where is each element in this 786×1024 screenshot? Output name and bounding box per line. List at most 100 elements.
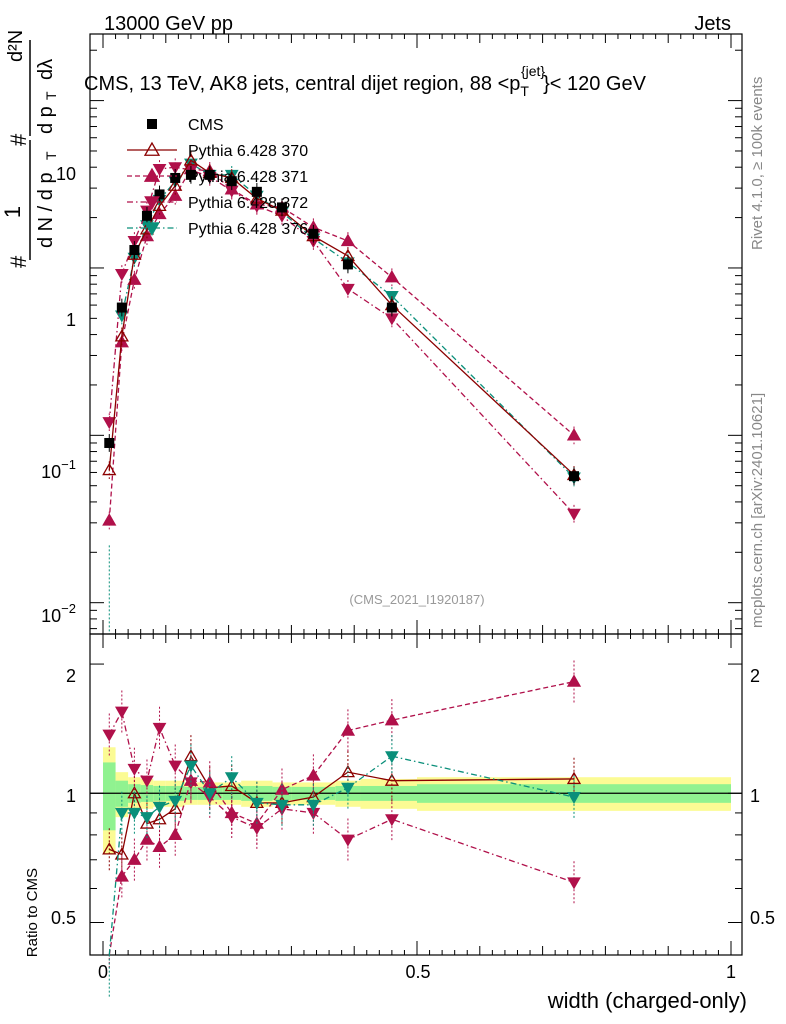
data-point bbox=[342, 259, 353, 270]
mcplots-label: mcplots.cern.ch [arXiv:2401.10621] bbox=[749, 393, 766, 628]
ratio-point bbox=[127, 807, 142, 820]
ratio-point bbox=[152, 811, 167, 825]
ratio-point bbox=[385, 814, 399, 827]
data-point bbox=[154, 189, 165, 200]
data-point bbox=[308, 228, 319, 239]
series-pythia-6-428-371 bbox=[102, 160, 582, 530]
data-point bbox=[104, 437, 115, 448]
ratio-point bbox=[114, 706, 129, 719]
svg-text:T: T bbox=[43, 151, 59, 160]
legend-label: Pythia 6.428 372 bbox=[188, 195, 308, 212]
data-point bbox=[226, 176, 237, 187]
svg-text:d N / d p: d N / d p bbox=[35, 172, 57, 248]
ratio-point bbox=[224, 778, 239, 792]
data-point bbox=[340, 233, 356, 247]
data-point bbox=[276, 202, 287, 213]
data-point bbox=[386, 302, 397, 313]
ratio-point bbox=[114, 847, 129, 860]
ratio-line bbox=[108, 681, 575, 956]
ratio-point bbox=[249, 823, 264, 836]
ratio-point bbox=[168, 760, 183, 773]
legend-label: Pythia 6.428 370 bbox=[188, 143, 308, 160]
ratio-point bbox=[152, 839, 167, 853]
ratio-ytick-label-2-right: 2 bbox=[750, 666, 760, 686]
legend-marker bbox=[147, 119, 157, 129]
legend: CMS Pythia 6.428 370 Pythia 6.428 371 Pythi… bbox=[127, 117, 308, 238]
ytick-label-0.01: 10−2 bbox=[41, 601, 76, 626]
data-point bbox=[185, 169, 196, 180]
ratio-series-pythia-6-428-371 bbox=[108, 660, 582, 968]
ratio-point bbox=[114, 869, 129, 882]
xtick-label-0.5: 0.5 bbox=[405, 962, 430, 982]
ratio-panel-data bbox=[102, 660, 582, 997]
data-point bbox=[341, 283, 355, 296]
legend-label: Pythia 6.428 376 bbox=[188, 221, 308, 238]
ratio-point bbox=[168, 795, 183, 808]
ratio-panel-axes bbox=[89, 633, 743, 956]
rivet-label: Rivet 4.1.0, ≥ 100k events bbox=[749, 77, 766, 250]
ratio-point bbox=[102, 842, 117, 855]
data-point bbox=[204, 169, 215, 180]
ratio-point bbox=[384, 773, 400, 786]
series-pythia-6-428-370 bbox=[102, 151, 582, 484]
ratio-point bbox=[340, 764, 356, 778]
series-line bbox=[108, 168, 575, 521]
data-point bbox=[141, 210, 152, 221]
data-point bbox=[384, 269, 400, 283]
ratio-point bbox=[384, 712, 400, 726]
x-axis-label: width (charged-only) bbox=[547, 988, 747, 1013]
ratio-point bbox=[224, 772, 239, 785]
ratio-point bbox=[275, 799, 289, 812]
ytick-label-0.1: 10−1 bbox=[41, 457, 76, 482]
data-point bbox=[152, 164, 167, 177]
top-panel-y-tick-labels: 10−2 10−1 1 10 bbox=[41, 164, 76, 626]
svg-text:dλ: dλ bbox=[35, 59, 57, 80]
band-inner bbox=[103, 762, 116, 831]
data-point bbox=[116, 302, 127, 313]
xtick-label-0: 0 bbox=[98, 962, 108, 982]
ratio-ytick-label-2-left: 2 bbox=[66, 666, 76, 686]
ratio-point bbox=[341, 834, 355, 847]
data-point bbox=[102, 462, 117, 476]
ratio-point bbox=[566, 674, 582, 687]
data-point bbox=[168, 188, 183, 201]
chart-title: CMS, 13 TeV, AK8 jets, central dijet reg… bbox=[84, 63, 647, 99]
y-axis-label-top: # 1 d N / d p T # d²N d p T dλ bbox=[0, 30, 59, 268]
data-point bbox=[170, 172, 181, 183]
ytick-label-10: 10 bbox=[56, 164, 76, 184]
ratio-point bbox=[184, 760, 198, 773]
header-left: 13000 GeV pp bbox=[104, 13, 233, 35]
series-pythia-6-428-372 bbox=[102, 158, 581, 523]
ratio-uncertainty-band bbox=[103, 747, 731, 855]
ratio-panel-tick-labels: 2 1 0.5 2 1 0.5 0 0.5 1 width (charged-o… bbox=[24, 666, 775, 1013]
ratio-y-axis-label: Ratio to CMS bbox=[24, 868, 41, 957]
data-point bbox=[183, 152, 199, 166]
ratio-point bbox=[139, 832, 155, 845]
svg-text:T: T bbox=[43, 91, 59, 100]
ratio-ytick-label-0.5-left: 0.5 bbox=[51, 908, 76, 928]
ratio-point bbox=[114, 807, 129, 820]
series-line bbox=[108, 159, 575, 476]
ratio-point bbox=[140, 812, 154, 825]
ratio-series-pythia-6-428-376 bbox=[108, 735, 581, 997]
ratio-point bbox=[249, 797, 264, 810]
legend-marker bbox=[143, 141, 161, 156]
xtick-label-1: 1 bbox=[726, 962, 736, 982]
analysis-watermark: (CMS_2021_I1920187) bbox=[349, 592, 484, 607]
top-panel-data bbox=[102, 151, 582, 634]
data-point bbox=[114, 269, 129, 282]
legend-label: CMS bbox=[188, 117, 224, 134]
legend-label: Pythia 6.428 371 bbox=[188, 169, 308, 186]
ratio-ytick-label-1-right: 1 bbox=[750, 786, 760, 806]
series-pythia-6-428-376 bbox=[108, 154, 581, 634]
data-point bbox=[569, 471, 579, 482]
data-point bbox=[129, 245, 140, 256]
series-line bbox=[108, 166, 575, 515]
data-point bbox=[567, 508, 581, 521]
data-point bbox=[114, 329, 129, 342]
ratio-point bbox=[224, 812, 239, 825]
ratio-point bbox=[306, 799, 321, 812]
ratio-point bbox=[340, 723, 356, 736]
ratio-point bbox=[341, 782, 355, 795]
